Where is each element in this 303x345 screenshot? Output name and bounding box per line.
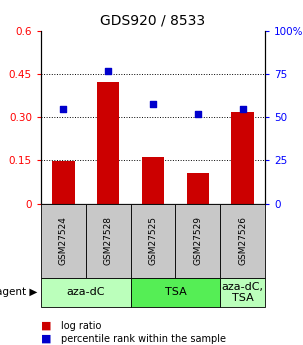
Text: aza-dC: aza-dC [66, 287, 105, 297]
Text: aza-dC,
TSA: aza-dC, TSA [222, 282, 264, 303]
Text: percentile rank within the sample: percentile rank within the sample [61, 334, 226, 344]
Bar [220, 204, 265, 278]
Point [151, 101, 155, 106]
Bar [220, 278, 265, 307]
Text: TSA: TSA [165, 287, 186, 297]
Bar [52, 161, 75, 204]
Bar [142, 157, 164, 204]
Text: GSM27524: GSM27524 [59, 216, 68, 265]
Bar [41, 204, 86, 278]
Text: GSM27528: GSM27528 [104, 216, 113, 265]
Bar [131, 278, 220, 307]
Text: GSM27525: GSM27525 [148, 216, 158, 265]
Point [195, 111, 200, 117]
Bar [131, 204, 175, 278]
Text: ■: ■ [41, 334, 52, 344]
Bar [175, 204, 220, 278]
Text: agent ▶: agent ▶ [0, 287, 38, 297]
Text: GSM27526: GSM27526 [238, 216, 247, 265]
Text: log ratio: log ratio [61, 321, 101, 331]
Bar [187, 172, 209, 204]
Bar [86, 204, 131, 278]
Text: GSM27529: GSM27529 [193, 216, 202, 265]
Title: GDS920 / 8533: GDS920 / 8533 [101, 13, 205, 27]
Point [106, 68, 111, 73]
Point [61, 106, 66, 111]
Text: ■: ■ [41, 321, 52, 331]
Bar [231, 112, 254, 204]
Bar [41, 278, 131, 307]
Point [240, 106, 245, 111]
Bar [97, 82, 119, 204]
